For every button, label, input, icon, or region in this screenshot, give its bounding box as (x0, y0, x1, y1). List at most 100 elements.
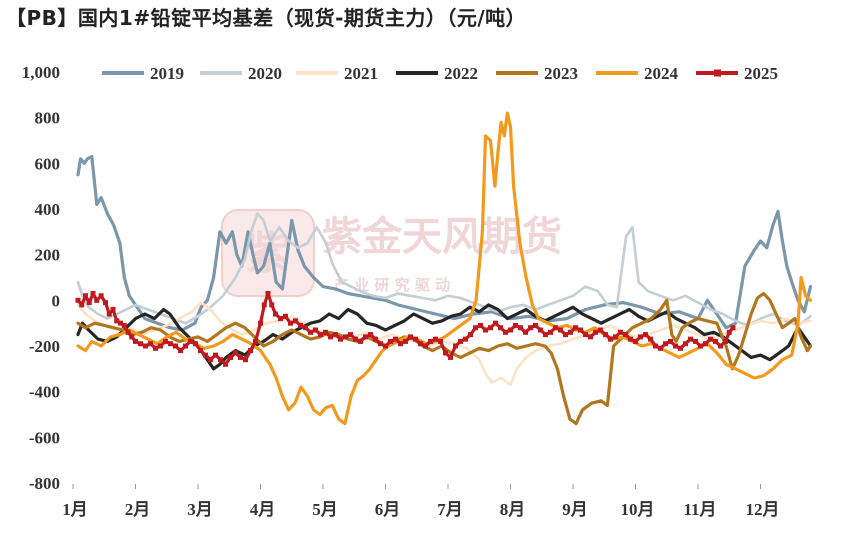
legend-marker-2025 (714, 69, 721, 77)
series-line-2021 (76, 301, 812, 387)
data-point-2025 (79, 302, 85, 308)
data-point-2025 (698, 343, 703, 349)
x-tick-label: 12月 (746, 500, 780, 519)
data-point-2025 (633, 338, 638, 344)
watermark-name: 紫金天风期货 (322, 214, 562, 260)
data-point-2025 (121, 322, 127, 328)
data-point-2025 (388, 338, 393, 344)
data-point-2025 (573, 325, 578, 331)
data-point-2025 (468, 332, 473, 338)
data-point-2025 (269, 302, 275, 308)
data-point-2025 (558, 327, 563, 333)
data-point-2025 (293, 318, 298, 324)
data-point-2025 (488, 325, 493, 331)
data-point-2025 (373, 336, 378, 342)
data-point-2025 (173, 343, 178, 349)
data-point-2025 (383, 343, 388, 349)
data-point-2025 (428, 338, 433, 344)
y-tick-label: -200 (29, 337, 60, 356)
y-tick-label: -800 (29, 474, 60, 493)
y-tick-label: -600 (29, 428, 60, 447)
data-point-2025 (298, 322, 303, 328)
data-point-2025 (443, 350, 448, 356)
data-point-2025 (588, 334, 593, 340)
series-layer (75, 111, 813, 426)
y-tick-label: 600 (35, 154, 61, 173)
data-point-2025 (261, 302, 267, 308)
x-tick-label: 10月 (621, 500, 655, 519)
y-tick-label: 1,000 (22, 63, 60, 82)
data-point-2025 (283, 313, 288, 319)
data-point-2025 (708, 336, 713, 342)
x-tick-label: 8月 (500, 500, 526, 519)
data-point-2025 (348, 332, 353, 338)
data-point-2025 (433, 336, 438, 342)
data-point-2025 (678, 345, 683, 351)
data-point-2025 (86, 300, 92, 306)
y-axis: -800 -600 -400 -200 0 200 400 600 800 1,000 (22, 63, 60, 493)
chart-title: 【PB】国内1#铅锭平均基差（现货-期货主力）（元/吨） (6, 6, 527, 30)
data-point-2025 (353, 336, 358, 342)
x-tick-label: 7月 (437, 500, 463, 519)
data-point-2025 (333, 332, 338, 338)
data-point-2025 (114, 318, 120, 324)
data-point-2025 (538, 327, 543, 333)
x-tick-label: 9月 (562, 500, 588, 519)
data-point-2025 (543, 332, 548, 338)
x-axis: 1月 2月 3月 4月 5月 6月 7月 8月 9月 10月 11月 12月 (62, 484, 780, 519)
legend-label-2020: 2020 (248, 64, 282, 83)
data-point-2025 (603, 332, 608, 338)
data-point-2025 (203, 352, 208, 358)
data-point-2025 (148, 341, 153, 347)
data-point-2025 (618, 329, 623, 335)
data-point-2025 (278, 316, 283, 322)
data-point-2025 (458, 338, 463, 344)
data-point-2025 (643, 332, 648, 338)
data-point-2025 (193, 341, 198, 347)
data-point-2025 (553, 325, 558, 331)
data-point-2025 (623, 332, 628, 338)
data-point-2025 (213, 352, 218, 358)
data-point-2025 (188, 338, 193, 344)
data-point-2025 (90, 290, 96, 296)
data-point-2025 (343, 334, 348, 340)
legend-label-2023: 2023 (544, 64, 578, 83)
data-point-2025 (253, 338, 258, 344)
data-point-2025 (228, 354, 233, 360)
data-point-2025 (583, 332, 588, 338)
data-point-2025 (658, 345, 663, 351)
data-point-2025 (518, 325, 523, 331)
data-point-2025 (83, 293, 88, 299)
data-point-2025 (168, 341, 173, 347)
legend-label-2021: 2021 (344, 64, 378, 83)
data-point-2025 (143, 343, 148, 349)
data-point-2025 (608, 336, 613, 342)
data-point-2025 (223, 361, 228, 367)
x-tick-label: 2月 (125, 500, 151, 519)
data-point-2025 (523, 329, 528, 335)
data-point-2025 (198, 348, 203, 354)
data-point-2025 (328, 334, 333, 340)
data-point-2025 (668, 338, 673, 344)
data-point-2025 (578, 327, 583, 333)
data-point-2025 (730, 325, 736, 331)
x-tick-label: 4月 (250, 500, 276, 519)
data-point-2025 (598, 327, 603, 333)
data-point-2025 (110, 306, 116, 312)
data-point-2025 (528, 325, 533, 331)
data-point-2025 (183, 343, 188, 349)
data-point-2025 (503, 329, 508, 335)
data-point-2025 (103, 300, 108, 306)
data-point-2025 (693, 338, 698, 344)
data-point-2025 (178, 348, 183, 354)
data-point-2025 (318, 332, 323, 338)
data-point-2025 (723, 338, 728, 344)
series-line-2023 (76, 291, 813, 426)
data-point-2025 (423, 343, 428, 349)
y-tick-label: 0 (52, 291, 61, 310)
data-point-2025 (703, 341, 708, 347)
data-point-2025 (243, 357, 248, 363)
data-point-2025 (288, 320, 293, 326)
data-point-2025 (453, 343, 458, 349)
data-point-2025 (563, 332, 568, 338)
